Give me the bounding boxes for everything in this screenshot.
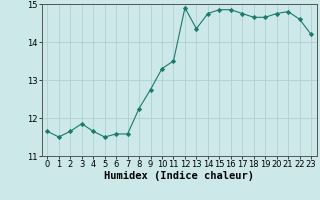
X-axis label: Humidex (Indice chaleur): Humidex (Indice chaleur) — [104, 171, 254, 181]
